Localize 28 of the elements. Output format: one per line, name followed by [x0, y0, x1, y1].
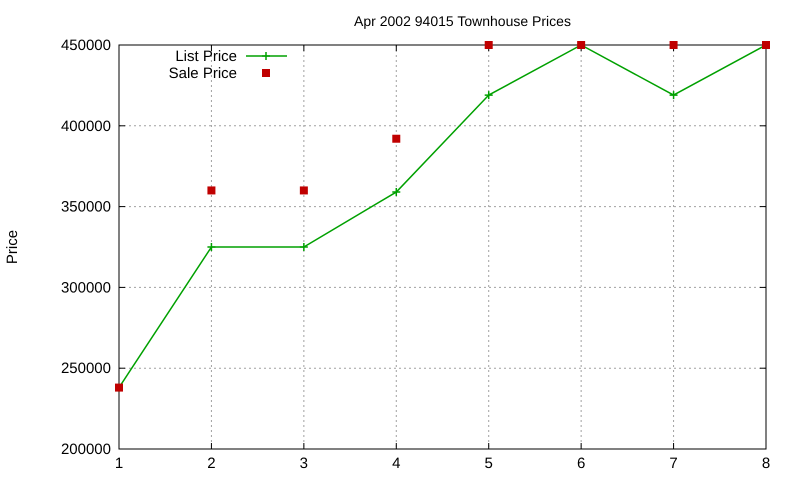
- y-axis-title: Price: [4, 230, 21, 264]
- x-tick-label: 7: [669, 455, 678, 472]
- x-tick-label: 6: [576, 455, 586, 472]
- x-tick-label: 1: [114, 455, 124, 472]
- y-tick-label: 350000: [60, 198, 111, 216]
- point: [392, 134, 400, 143]
- point: [299, 242, 309, 252]
- point: [670, 41, 678, 49]
- point: [207, 186, 216, 194]
- y-tick-label: 250000: [60, 360, 111, 378]
- x-tick-label: 5: [484, 455, 493, 472]
- chart-title: Apr 2002 94015 Townhouse Prices: [354, 13, 571, 29]
- x-tick-label: 4: [392, 455, 400, 472]
- y-tick-label: 300000: [60, 279, 111, 296]
- legend-label: List Price: [175, 48, 237, 65]
- point: [668, 90, 678, 100]
- y-tick-label: 200000: [60, 441, 111, 458]
- y-tick-label: 400000: [60, 118, 111, 135]
- point: [484, 90, 494, 100]
- y-tick-label: 450000: [60, 37, 111, 54]
- point: [206, 242, 216, 252]
- point: [300, 186, 308, 194]
- point: [484, 41, 493, 49]
- point: [392, 187, 402, 197]
- legend-label: Sale Price: [168, 65, 237, 82]
- x-tick-label: 8: [762, 455, 770, 472]
- x-tick-label: 2: [207, 455, 216, 472]
- x-tick-label: 3: [300, 455, 308, 472]
